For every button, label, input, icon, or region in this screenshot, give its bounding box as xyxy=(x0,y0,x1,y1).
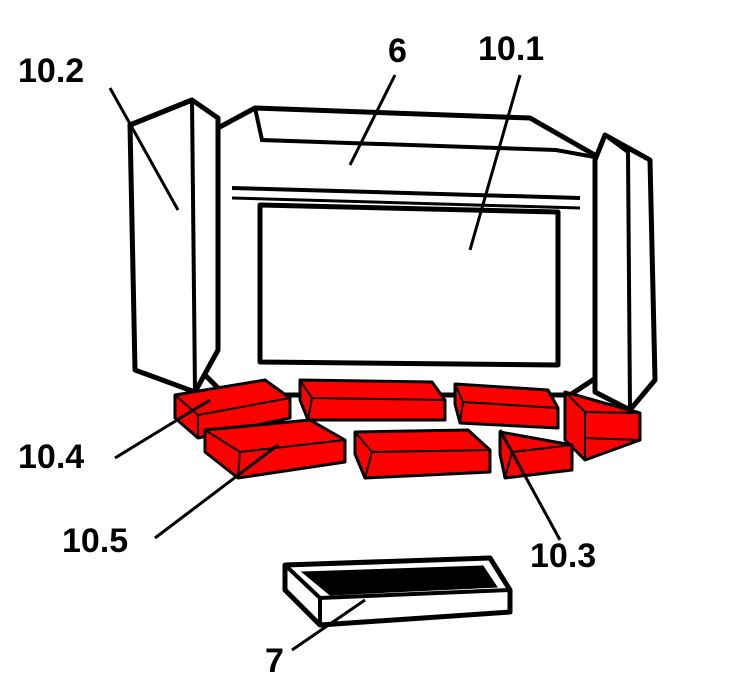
leader-6 xyxy=(350,75,395,165)
ash-tray xyxy=(285,558,510,625)
back-panel xyxy=(200,108,608,395)
label-104: 10.4 xyxy=(18,438,84,476)
highlighted-floor-grate xyxy=(175,380,640,478)
label-102: 10.2 xyxy=(18,52,84,90)
label-7: 7 xyxy=(265,642,284,680)
parts-diagram: 6 10.1 10.2 10.4 10.5 10.3 7 xyxy=(0,0,729,696)
right-side-panel xyxy=(595,135,655,410)
left-side-panel xyxy=(130,100,218,392)
label-103: 10.3 xyxy=(530,537,596,575)
label-101: 10.1 xyxy=(478,30,544,68)
leader-101 xyxy=(470,75,520,250)
label-105: 10.5 xyxy=(62,522,128,560)
label-6: 6 xyxy=(388,32,407,70)
